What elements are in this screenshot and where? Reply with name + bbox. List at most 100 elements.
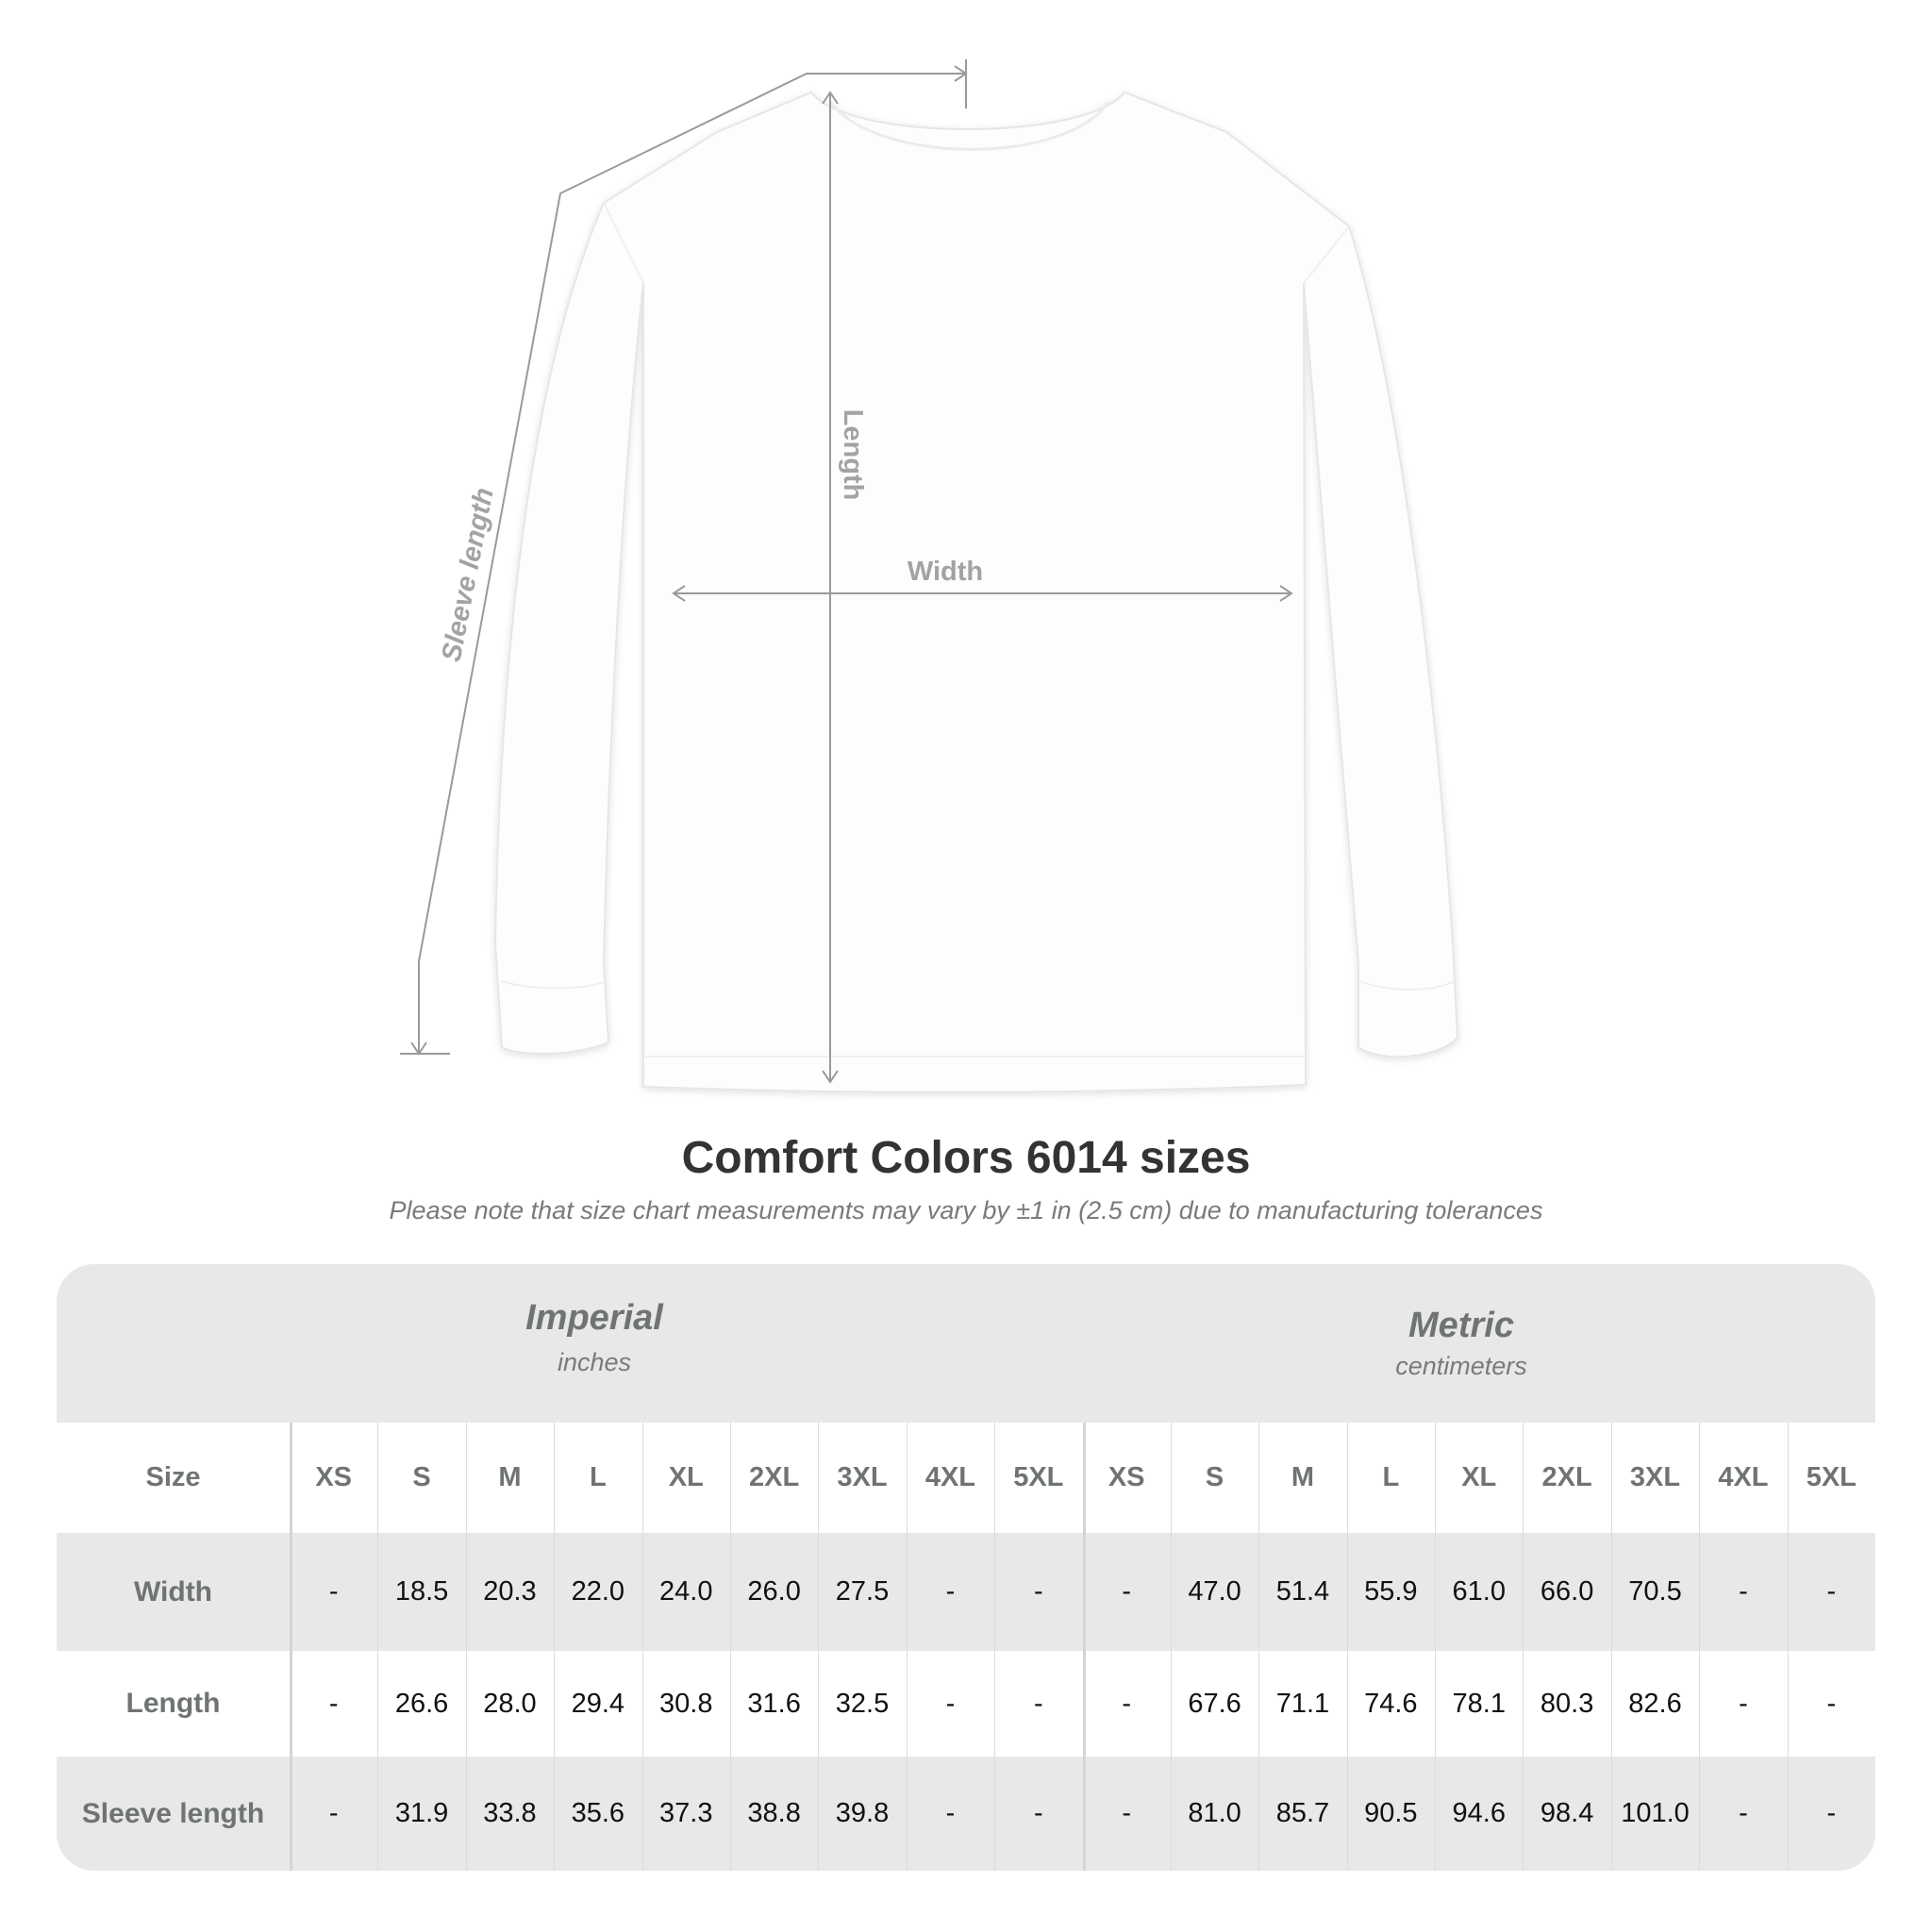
size-column-header: L xyxy=(589,1462,607,1492)
table-cell: 98.4 xyxy=(1540,1798,1594,1828)
table-cell: - xyxy=(945,1688,956,1719)
sleeve-length-line xyxy=(400,59,968,1056)
table-cell: 82.6 xyxy=(1628,1688,1682,1719)
table-cell: 31.6 xyxy=(747,1688,801,1719)
size-column-header: XS xyxy=(315,1462,353,1492)
table-cell: 27.5 xyxy=(835,1576,890,1607)
table-cell: 80.3 xyxy=(1540,1688,1594,1719)
column-divider xyxy=(1787,1423,1789,1871)
table-cell: 78.1 xyxy=(1452,1688,1506,1719)
shirt-diagram: Length Width Sleeve length xyxy=(400,59,1459,1093)
size-column-header: 5XL xyxy=(1806,1462,1857,1492)
column-divider xyxy=(994,1423,996,1871)
long-sleeve-shirt-image xyxy=(493,91,1459,1093)
column-divider xyxy=(906,1423,908,1871)
table-cell: 32.5 xyxy=(835,1688,890,1719)
size-column-header: S xyxy=(412,1462,431,1492)
table-cell: 29.4 xyxy=(571,1688,625,1719)
size-column-header: 3XL xyxy=(837,1462,888,1492)
table-cell: - xyxy=(1033,1688,1043,1719)
length-label: Length xyxy=(838,409,868,501)
column-divider xyxy=(377,1423,379,1871)
metric-title: Metric xyxy=(1408,1306,1514,1345)
table-cell: 81.0 xyxy=(1188,1798,1241,1828)
table-cell: 67.6 xyxy=(1188,1688,1241,1719)
table-cell: - xyxy=(1739,1576,1748,1607)
table-cell: 26.6 xyxy=(394,1688,449,1719)
table-cell: 26.0 xyxy=(747,1576,801,1607)
size-column-header: 4XL xyxy=(924,1462,975,1492)
imperial-title: Imperial xyxy=(525,1298,663,1338)
table-cell: 30.8 xyxy=(659,1688,713,1719)
column-divider xyxy=(1610,1423,1612,1871)
size-column-header: 5XL xyxy=(1013,1462,1064,1492)
table-cell: - xyxy=(1122,1576,1132,1607)
size-column-header: S xyxy=(1205,1462,1224,1492)
table-cell: 28.0 xyxy=(483,1688,537,1719)
table-cell: - xyxy=(328,1688,339,1719)
table-cell: 20.3 xyxy=(483,1576,537,1607)
table-cell: 31.9 xyxy=(394,1798,449,1828)
row-label: Width xyxy=(133,1575,213,1607)
table-cell: 85.7 xyxy=(1275,1798,1330,1828)
table-cell: - xyxy=(945,1576,956,1607)
table-cell: 38.8 xyxy=(747,1798,801,1828)
size-header: Size xyxy=(145,1462,201,1492)
metric-header: Metric centimeters xyxy=(1178,1306,1744,1381)
column-divider xyxy=(1170,1423,1172,1871)
size-column-header: 2XL xyxy=(1541,1462,1592,1492)
size-column-header: XS xyxy=(1108,1462,1145,1492)
table-cell: 101.0 xyxy=(1621,1798,1690,1828)
table-cell: - xyxy=(1033,1576,1043,1607)
size-column-header: 2XL xyxy=(749,1462,800,1492)
table-cell: 94.6 xyxy=(1452,1798,1506,1828)
table-cell: 22.0 xyxy=(571,1576,625,1607)
table-cell: 33.8 xyxy=(483,1798,537,1828)
size-column-header: L xyxy=(1382,1462,1400,1492)
size-column-header: M xyxy=(498,1462,522,1492)
width-label: Width xyxy=(908,557,983,587)
table-cell: 61.0 xyxy=(1452,1576,1506,1607)
row-band-width xyxy=(57,1533,1875,1651)
table-cell: 51.4 xyxy=(1275,1576,1330,1607)
table-cell: - xyxy=(945,1798,956,1828)
column-divider xyxy=(1435,1423,1437,1871)
table-cell: - xyxy=(1826,1576,1837,1607)
imperial-unit: inches xyxy=(557,1348,632,1376)
size-column-header: XL xyxy=(1461,1462,1497,1492)
size-table: Imperial inches Metric centimeters Size X… xyxy=(57,1264,1875,1871)
table-cell: 74.6 xyxy=(1364,1688,1418,1719)
page-title: Comfort Colors 6014 sizes xyxy=(681,1133,1251,1183)
size-column-header: 3XL xyxy=(1629,1462,1681,1492)
table-cell: - xyxy=(1826,1798,1837,1828)
width-arrow xyxy=(672,585,1293,602)
table-cell: 18.5 xyxy=(394,1576,449,1607)
table-cell: 90.5 xyxy=(1364,1798,1418,1828)
table-cell: 35.6 xyxy=(571,1798,625,1828)
unit-header-band xyxy=(57,1264,1875,1423)
table-cell: - xyxy=(1122,1798,1132,1828)
table-cell: - xyxy=(1033,1798,1043,1828)
table-cell: 71.1 xyxy=(1275,1688,1330,1719)
row-label: Sleeve length xyxy=(81,1797,265,1829)
table-cell: - xyxy=(328,1576,339,1607)
size-column-header: XL xyxy=(668,1462,704,1492)
column-divider xyxy=(1346,1423,1348,1871)
table-cell: 66.0 xyxy=(1540,1576,1594,1607)
table-cell: - xyxy=(1122,1688,1132,1719)
table-cell: 47.0 xyxy=(1188,1576,1241,1607)
table-cell: - xyxy=(328,1798,339,1828)
table-cell: 39.8 xyxy=(835,1798,890,1828)
table-cell: 55.9 xyxy=(1364,1576,1418,1607)
tolerance-note: Please note that size chart measurements… xyxy=(389,1196,1543,1224)
table-cell: - xyxy=(1739,1798,1748,1828)
size-column-header: M xyxy=(1291,1462,1315,1492)
column-divider xyxy=(1699,1423,1701,1871)
table-cell: - xyxy=(1826,1688,1837,1719)
metric-unit: centimeters xyxy=(1395,1352,1527,1380)
column-divider xyxy=(554,1423,556,1871)
column-divider xyxy=(1258,1423,1260,1871)
table-cell: 24.0 xyxy=(659,1576,713,1607)
column-divider xyxy=(818,1423,820,1871)
column-divider xyxy=(641,1423,643,1871)
